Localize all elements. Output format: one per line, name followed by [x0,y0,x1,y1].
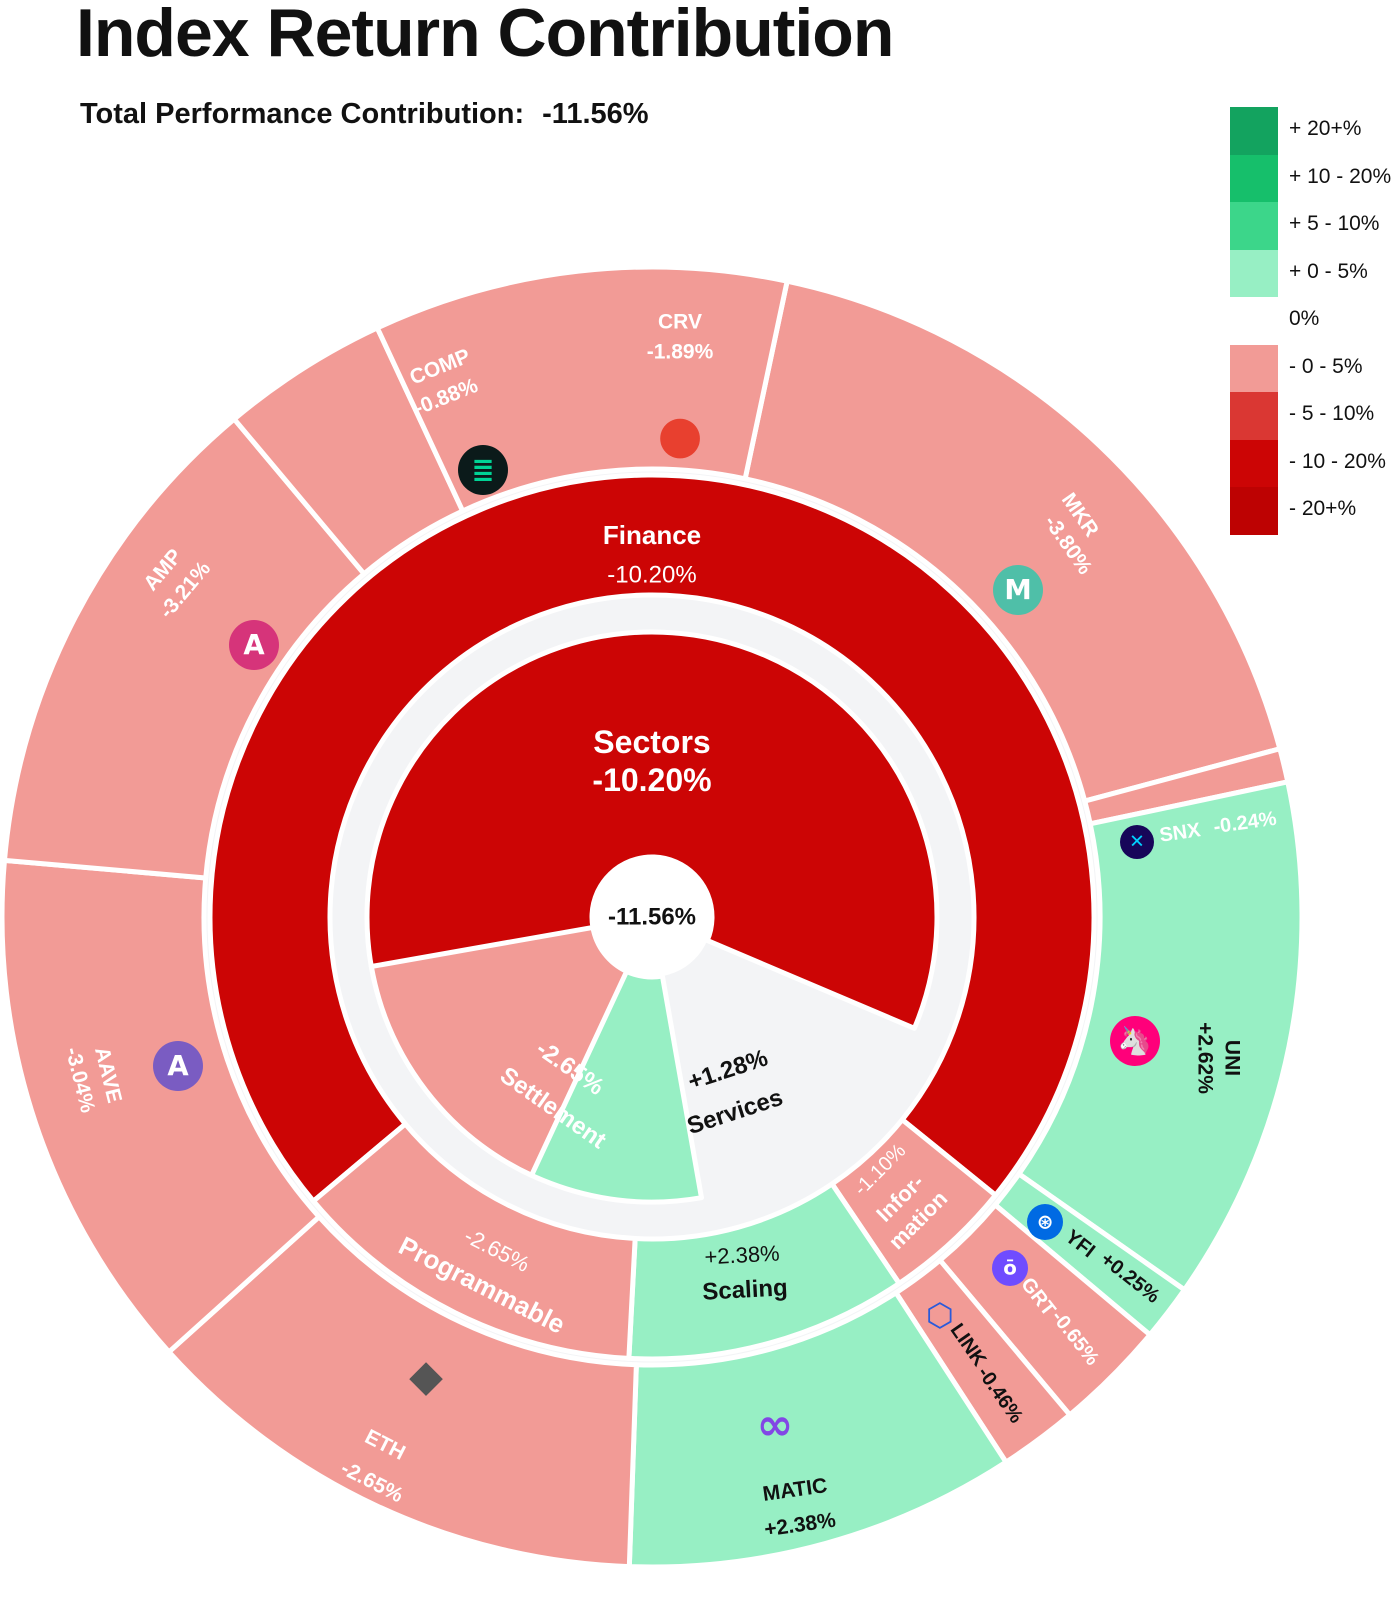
sector-label-sectors: Sectors [593,724,710,760]
svg-text:A: A [167,1050,189,1082]
center-total-label: -11.56% [608,904,696,931]
legend-label: + 0 - 5% [1289,259,1368,283]
svg-text:M: M [1004,574,1031,606]
svg-text:≣: ≣ [471,454,494,486]
legend-swatch [1230,249,1278,297]
asset-name-uni: UNI [1221,1040,1244,1076]
matic-icon: ∞ [757,1400,794,1451]
aave-icon: A [153,1041,203,1091]
svg-text:●: ● [657,405,702,465]
legend-label: - 5 - 10% [1289,402,1375,425]
total-performance-value: -11.56% [542,98,649,130]
total-performance-label: Total Performance Contribution: [80,98,525,130]
svg-text:✕: ✕ [1129,832,1145,853]
legend-label: - 10 - 20% [1289,449,1386,473]
legend-label: - 20+% [1289,497,1357,520]
snx-icon: ✕ [1120,825,1154,859]
yfi-icon: ⊛ [1027,1204,1063,1240]
asset-wedge-mkr [742,278,1283,804]
mkr-icon: M [993,565,1043,615]
subsector-label-scaling: Scaling [702,1274,789,1305]
svg-text:🦄: 🦄 [1118,1025,1152,1057]
asset-wedge-amp [1,416,367,881]
link-icon: ⬡ [926,1296,954,1334]
sector-value-sectors: -10.20% [592,762,711,798]
subsector-value-scaling: +2.38% [704,1241,780,1270]
legend-label: 0% [1289,307,1320,330]
svg-text:◆: ◆ [409,1351,443,1402]
asset-name-crv: CRV [658,311,702,334]
legend-swatch [1230,344,1278,392]
legend-label: + 20+% [1289,117,1362,140]
svg-text:⊛: ⊛ [1037,1211,1054,1234]
grt-icon: ō [992,1250,1028,1286]
legend-swatch [1230,202,1278,250]
legend-swatch [1230,392,1278,440]
legend-label: + 10 - 20% [1289,164,1392,188]
uni-icon: 🦄 [1110,1016,1160,1066]
eth-icon: ◆ [409,1351,443,1402]
total-performance: Total Performance Contribution: -11.56% [80,98,649,131]
sector-ring [364,629,940,1205]
svg-text:ō: ō [1003,1257,1017,1280]
asset-value-crv: -1.89% [647,341,714,364]
subsector-wedge-programmable [310,1121,638,1361]
legend-swatch [1230,297,1278,345]
legend-swatch [1230,107,1278,155]
chart-title: Index Return Contribution [76,0,894,71]
svg-text:A: A [243,629,265,661]
legend-swatch [1230,487,1278,535]
legend-label: - 0 - 5% [1289,354,1363,378]
subsector-value-finance: -10.20% [607,562,696,589]
asset-wedge-uni [1016,779,1305,1293]
subsector-label-finance: Finance [603,520,701,550]
asset-wedge-aave [0,857,322,1355]
asset-value-uni: +2.62% [1194,1022,1217,1094]
center-circle [592,857,712,977]
legend-swatch [1230,439,1278,487]
amp-icon: A [229,620,279,670]
legend-swatch [1230,154,1278,202]
svg-text:∞: ∞ [757,1400,794,1451]
subsector-wedge-finance [207,472,1097,1204]
crv-icon: ● [657,405,702,465]
svg-text:⬡: ⬡ [926,1296,954,1334]
comp-icon: ≣ [458,445,508,495]
legend-label: + 5 - 10% [1289,212,1380,235]
